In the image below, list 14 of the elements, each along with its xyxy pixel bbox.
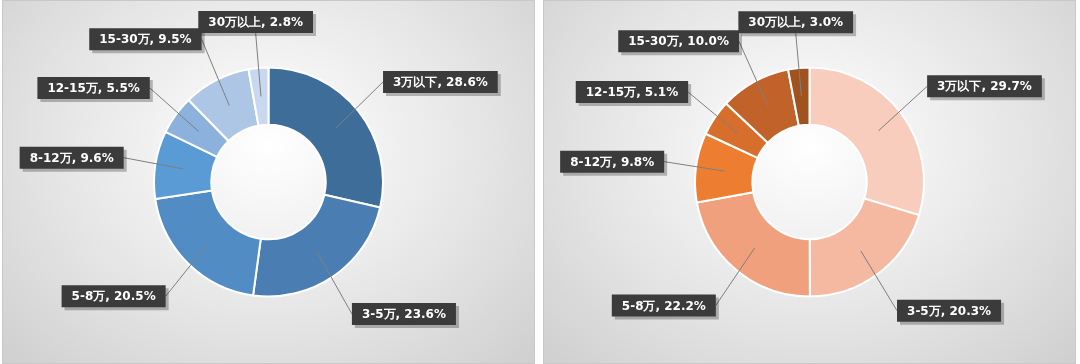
slice-label: 3万以下, 28.6% [393,75,488,90]
slice-label: 3-5万, 23.6% [361,307,446,322]
slice-label: 3万以下, 29.7% [937,79,1032,94]
slice-label: 5-8万, 22.2% [621,298,706,313]
slice-label: 5-8万, 20.5% [71,289,156,304]
slice-label: 12-15万, 5.5% [47,81,140,96]
slice-label: 15-30万, 9.5% [99,32,192,47]
slice-label: 30万以上, 2.8% [208,15,303,30]
slice-label: 3-5万, 20.3% [907,303,992,318]
slice-label: 30万以上, 3.0% [748,15,844,30]
slice-label: 8-12万, 9.6% [29,150,114,165]
slice-label: 12-15万, 5.1% [585,85,679,100]
slice-label: 15-30万, 10.0% [628,34,729,49]
slice-label: 8-12万, 9.8% [570,154,655,169]
